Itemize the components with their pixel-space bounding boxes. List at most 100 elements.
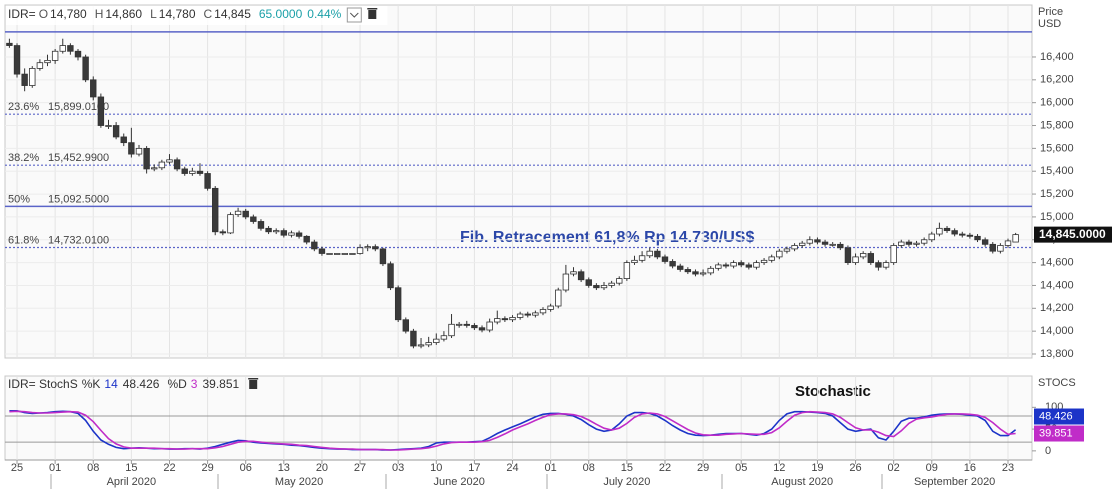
last-price-tag xyxy=(1034,226,1112,243)
candle-body xyxy=(120,136,127,144)
candle-body xyxy=(753,262,760,268)
candle-body xyxy=(722,264,730,267)
candle-body xyxy=(959,233,966,236)
y-tick-label: 16,400 xyxy=(1040,51,1074,63)
candle-body xyxy=(417,344,425,347)
y-tick-label: 14,600 xyxy=(1040,257,1074,269)
x-tick-label: 08 xyxy=(87,462,99,474)
candle-body xyxy=(966,234,974,237)
candle-body xyxy=(494,318,501,323)
candle-body xyxy=(920,239,928,244)
candle-body xyxy=(440,335,448,340)
candle-body xyxy=(326,253,333,255)
fib-label: 38.2% xyxy=(8,152,39,164)
candle-body xyxy=(257,221,265,229)
y-tick-label: 16,200 xyxy=(1040,74,1074,86)
y-tick-label: 14,200 xyxy=(1040,302,1074,314)
y-tick-label: 16,000 xyxy=(1040,97,1074,109)
candle-body xyxy=(265,227,272,233)
x-tick-label: 01 xyxy=(545,462,557,474)
month-label: April 2020 xyxy=(107,476,157,488)
y-tick-label: 15,000 xyxy=(1040,211,1074,223)
y-tick-label: 14,400 xyxy=(1040,279,1074,291)
price-panel xyxy=(4,4,1033,359)
y-axis-unit: USD xyxy=(1038,18,1061,30)
delete-icon xyxy=(248,378,259,380)
y-tick-label: 15,200 xyxy=(1040,188,1074,200)
candle-body xyxy=(74,50,82,58)
fib-value-label: 15,452.9900 xyxy=(48,152,109,164)
delete-icon xyxy=(368,10,377,19)
candle-body xyxy=(638,255,646,261)
candle-body xyxy=(204,173,211,189)
candle-body xyxy=(928,233,935,241)
candle-body xyxy=(669,261,676,267)
candle-body xyxy=(760,259,768,264)
candle-body xyxy=(661,256,669,262)
candle-body xyxy=(402,319,409,332)
last-value-tag xyxy=(1034,408,1084,425)
x-tick-label: 10 xyxy=(430,462,442,474)
candle-body xyxy=(730,262,737,267)
candle-body xyxy=(227,214,234,234)
candle-body xyxy=(783,248,791,252)
candle-body xyxy=(768,256,775,261)
x-tick-label: 24 xyxy=(506,462,518,474)
x-tick-label: 13 xyxy=(278,462,290,474)
candle-body xyxy=(684,269,692,273)
candle-body xyxy=(135,147,143,155)
month-label: May 2020 xyxy=(275,476,323,488)
fib-label: 23.6% xyxy=(8,101,39,113)
y-axis-label: Price xyxy=(1038,6,1063,18)
x-tick-label: 12 xyxy=(773,462,785,474)
candle-body xyxy=(1012,234,1019,243)
x-tick-label: 09 xyxy=(926,462,938,474)
candle-body xyxy=(143,147,150,170)
candle-body xyxy=(516,313,524,318)
candle-body xyxy=(478,327,486,331)
x-tick-label: 29 xyxy=(697,462,709,474)
legend-entry: %D xyxy=(167,377,187,391)
candle-body xyxy=(196,170,204,174)
y-tick-label: 14,000 xyxy=(1040,325,1074,337)
candle-body xyxy=(608,282,615,286)
candle-body xyxy=(577,271,585,281)
candle-body xyxy=(295,232,303,237)
candle-body xyxy=(852,256,859,264)
candle-body xyxy=(151,167,158,170)
candle-body xyxy=(189,170,196,174)
legend-value: 48.426 xyxy=(123,377,160,391)
annotation: Fib. Retracement 61,8% Rp 14.730/US$ xyxy=(460,229,754,246)
x-tick-label: 02 xyxy=(888,462,900,474)
dropdown-arrow xyxy=(349,12,359,18)
y-tick-label: 13,800 xyxy=(1040,348,1074,360)
candle-body xyxy=(585,279,592,286)
candle-body xyxy=(981,239,989,245)
candle-body xyxy=(372,246,379,250)
candle-body xyxy=(1004,240,1012,246)
candle-body xyxy=(707,267,714,274)
candle-body xyxy=(715,264,722,269)
candle-body xyxy=(829,243,836,246)
candle-body xyxy=(433,338,440,343)
field-key: H xyxy=(95,7,104,21)
stochastic-panel xyxy=(4,375,1033,461)
candle-body xyxy=(471,325,478,329)
y-tick-label: 15,600 xyxy=(1040,142,1074,154)
candle-body xyxy=(593,285,600,289)
candle-body xyxy=(51,50,59,61)
candle-body xyxy=(936,227,943,235)
candle-body xyxy=(303,235,310,243)
x-tick-label: 27 xyxy=(354,462,366,474)
fib-label: 61.8% xyxy=(8,234,39,246)
candle-body xyxy=(890,245,897,264)
fib-value-label: 15,899.0100 xyxy=(48,101,109,113)
candle-body xyxy=(212,187,219,233)
candle-body xyxy=(379,248,387,265)
candle-body xyxy=(181,168,188,174)
candle-body xyxy=(333,253,341,255)
x-tick-label: 22 xyxy=(163,462,175,474)
candle-body xyxy=(616,278,623,284)
y-tick-label: 15,800 xyxy=(1040,119,1074,131)
period: 14 xyxy=(104,377,118,391)
